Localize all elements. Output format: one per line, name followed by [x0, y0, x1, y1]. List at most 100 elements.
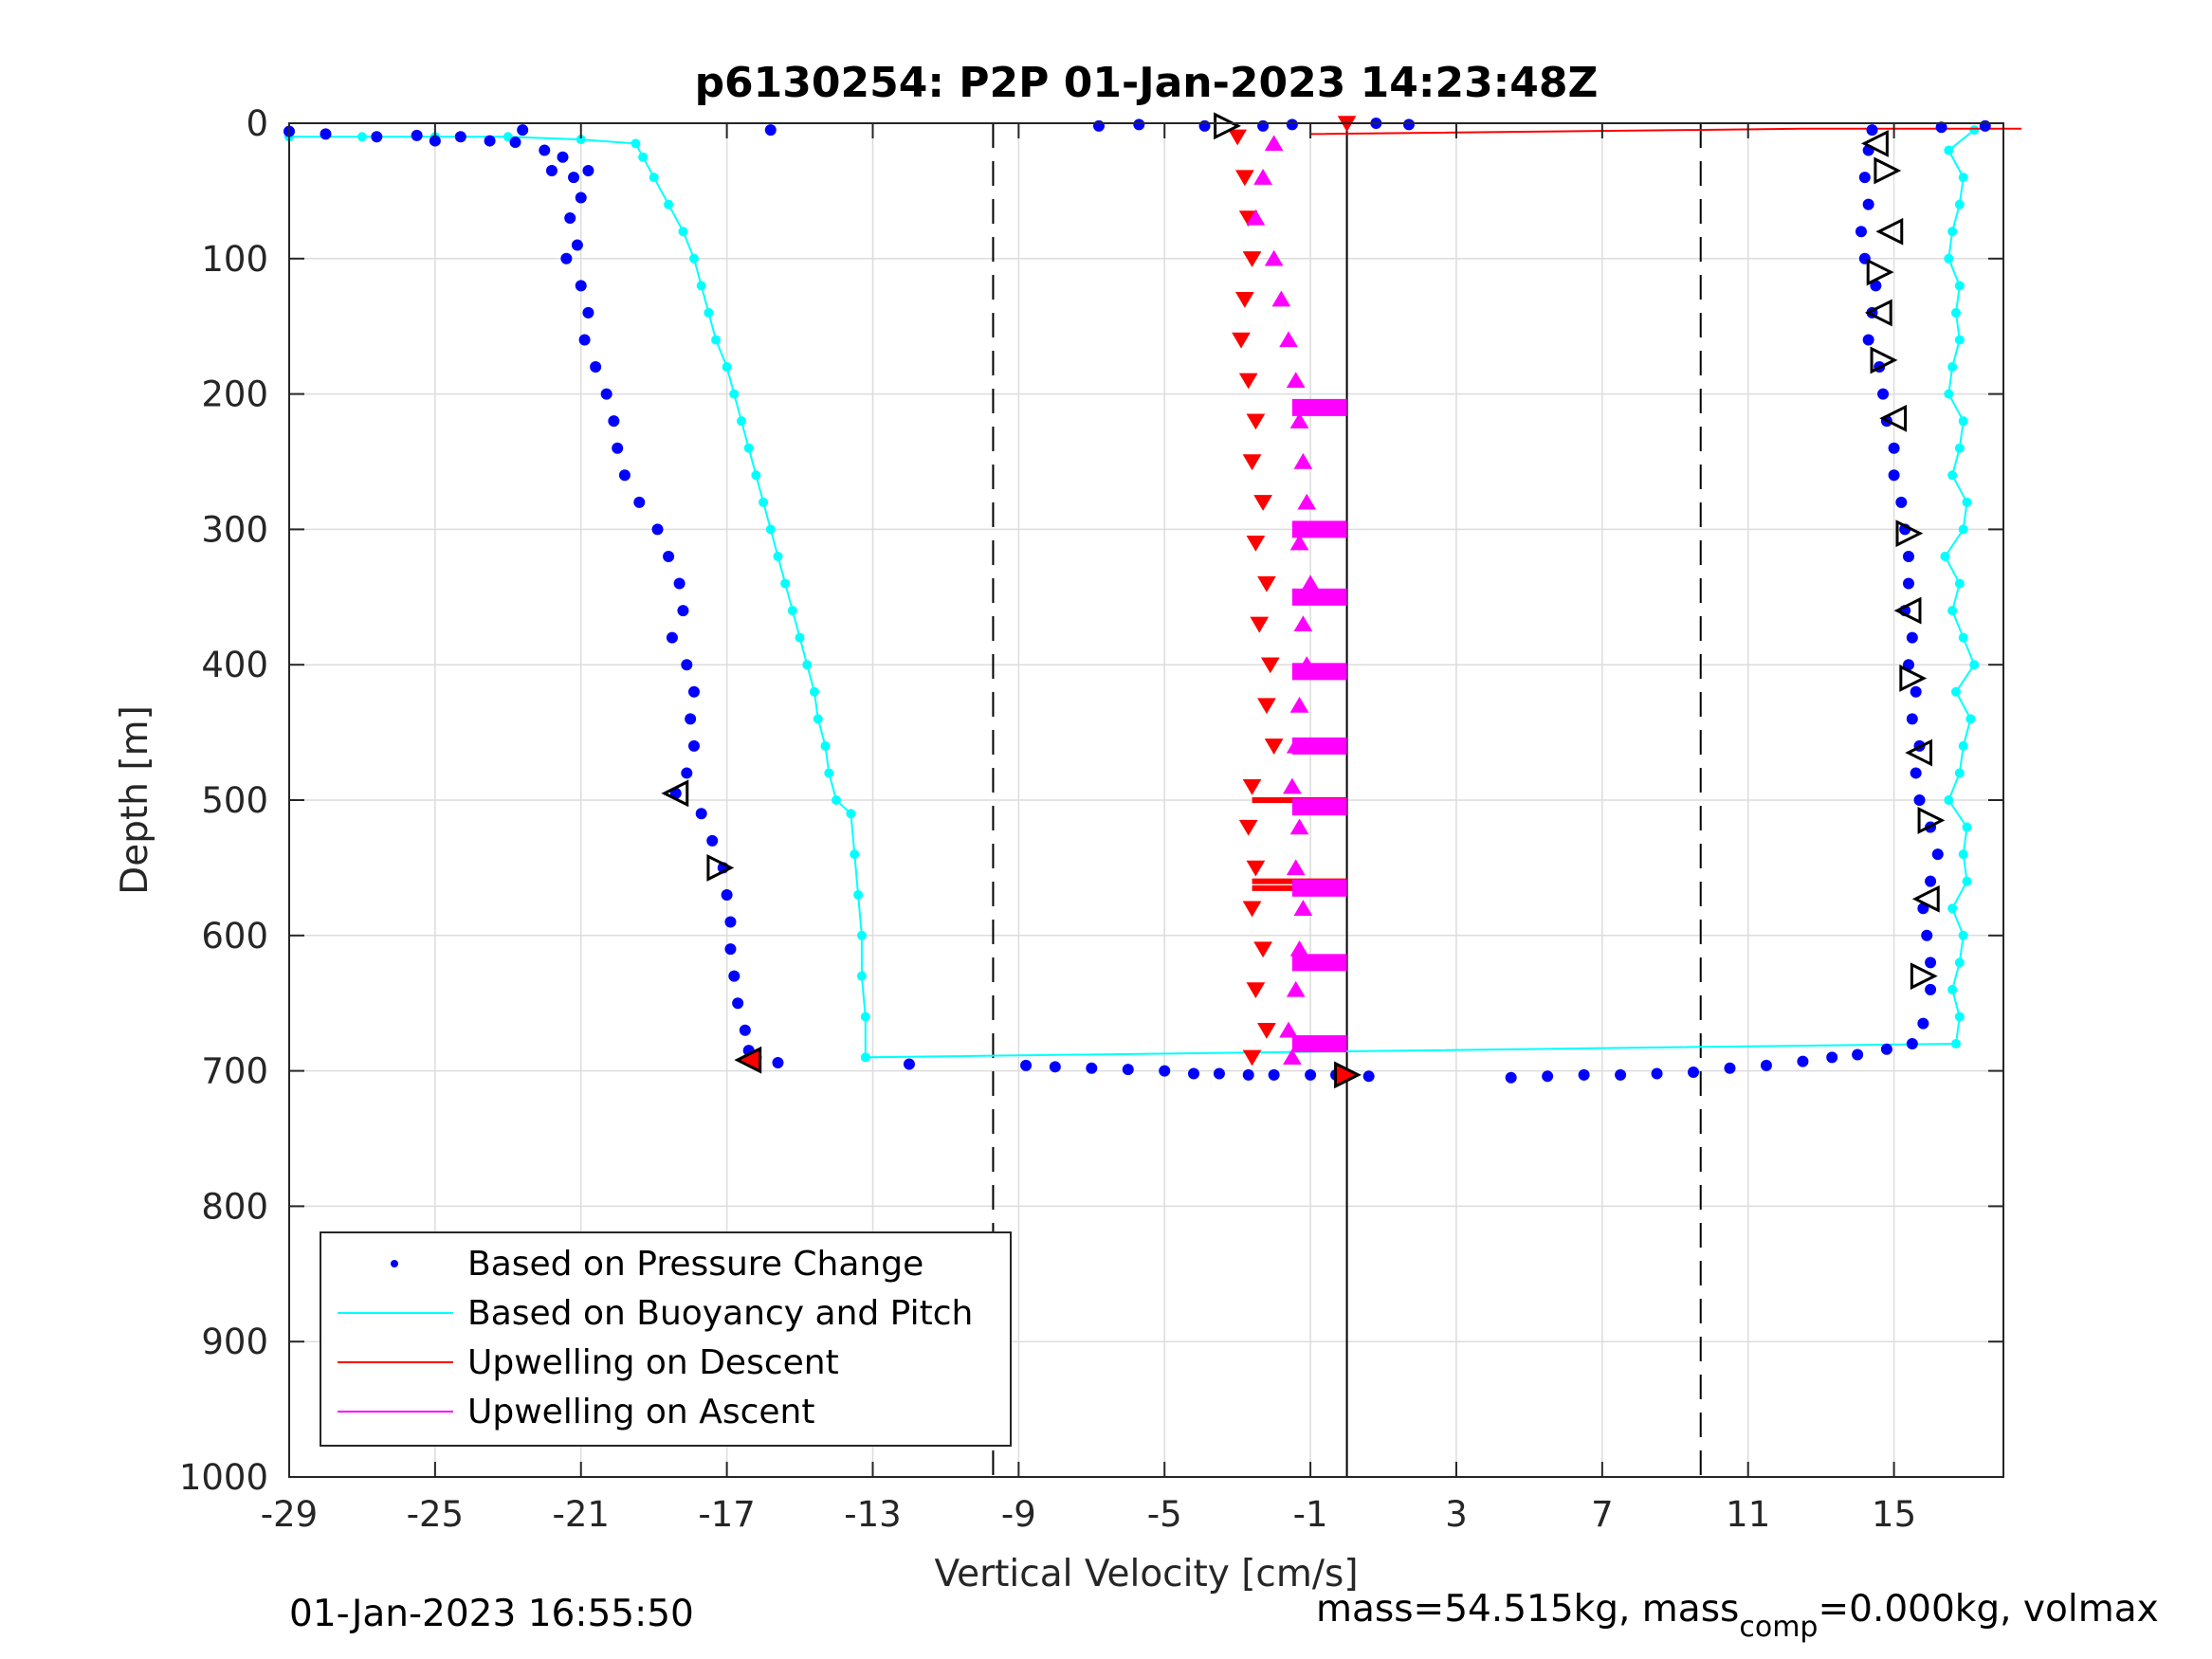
pressure-change-point	[721, 888, 733, 901]
pressure-change-point	[1913, 794, 1926, 806]
buoyancy-pitch-point	[850, 849, 860, 860]
y-tick-label: 400	[201, 645, 268, 685]
pressure-change-point	[320, 128, 332, 140]
x-tick-label: -13	[844, 1494, 901, 1535]
pressure-change-point	[1286, 118, 1298, 131]
pressure-change-point	[1122, 1064, 1134, 1076]
pressure-change-point	[1902, 550, 1914, 562]
pressure-change-point	[732, 997, 744, 1010]
buoyancy-pitch-point	[696, 281, 706, 291]
pressure-change-point	[1268, 1068, 1280, 1081]
pressure-change-point	[560, 252, 573, 264]
buoyancy-pitch-point	[759, 497, 769, 507]
pressure-change-point	[724, 943, 737, 956]
upwelling-ascent-marker	[1293, 900, 1313, 916]
pressure-change-point	[1086, 1062, 1098, 1074]
pressure-change-point	[1906, 1038, 1918, 1050]
pressure-change-point	[728, 970, 740, 982]
buoyancy-pitch-point	[1947, 362, 1958, 373]
pressure-change-point	[571, 239, 583, 251]
legend-label: Upwelling on Descent	[467, 1343, 839, 1382]
x-tick-label: -25	[407, 1494, 464, 1535]
buoyancy-pitch-point	[737, 416, 747, 427]
event-marker	[1917, 806, 1946, 834]
pressure-change-point	[1910, 685, 1922, 698]
event-marker	[1214, 112, 1241, 140]
pressure-change-point	[739, 1024, 751, 1036]
pressure-change-point	[568, 172, 580, 184]
pressure-change-point	[1877, 388, 1890, 400]
event-marker	[1905, 738, 1933, 767]
upwelling-descent-marker	[1242, 1049, 1262, 1066]
y-tick-label: 900	[201, 1322, 268, 1362]
buoyancy-pitch-point	[1947, 606, 1958, 616]
event-marker	[1910, 962, 1938, 991]
pressure-change-point	[1925, 875, 1937, 887]
upwelling-ascent-band	[1291, 1035, 1347, 1053]
buoyancy-pitch-point	[1958, 849, 1968, 860]
event-marker	[1874, 156, 1902, 185]
pressure-change-point	[1866, 124, 1878, 137]
pressure-change-point	[724, 916, 737, 928]
upwelling-descent-marker	[1253, 941, 1272, 958]
upwelling-descent-marker	[1234, 291, 1254, 308]
pressure-change-point	[651, 523, 664, 536]
upwelling-ascent-band	[1291, 398, 1347, 416]
legend-swatch-dot	[391, 1260, 398, 1267]
y-tick-label: 200	[201, 374, 268, 415]
event-marker	[1334, 1061, 1362, 1089]
chart-title: p6130254: P2P 01-Jan-2023 14:23:48Z	[695, 59, 1599, 107]
pressure-change-point	[509, 136, 521, 148]
pressure-change-point	[1888, 469, 1900, 482]
buoyancy-pitch-point	[820, 740, 831, 751]
buoyancy-pitch-point	[824, 768, 834, 778]
pressure-change-point	[1242, 1068, 1254, 1081]
buoyancy-pitch-point	[638, 152, 649, 162]
upwelling-descent-marker	[1246, 535, 1266, 552]
upwelling-ascent-marker	[1286, 372, 1306, 389]
buoyancy-pitch-point	[860, 1052, 870, 1063]
buoyancy-pitch-point	[1954, 443, 1965, 453]
upwelling-ascent-marker	[1264, 249, 1284, 266]
footer-mass-prefix: mass=54.515kg, mass	[1316, 1588, 1739, 1631]
upwelling-descent-marker	[1253, 495, 1272, 511]
upwelling-descent-marker	[1242, 454, 1262, 471]
y-tick-label: 800	[201, 1186, 268, 1227]
series-layer	[283, 112, 2022, 1089]
x-axis-label: Vertical Velocity [cm/s]	[934, 1553, 1358, 1595]
x-tick-label: -1	[1293, 1494, 1328, 1535]
pressure-change-point	[582, 164, 594, 176]
pressure-change-point	[1505, 1071, 1517, 1084]
footer-mass-info: mass=54.515kg, masscomp=0.000kg, volmax	[1316, 1588, 2159, 1644]
pressure-change-point	[1724, 1062, 1736, 1074]
buoyancy-pitch-point	[356, 132, 367, 142]
upwelling-ascent-marker	[1253, 169, 1272, 185]
buoyancy-pitch-point	[1958, 740, 1968, 751]
pressure-change-point	[1979, 119, 1991, 132]
pressure-change-point	[1362, 1070, 1375, 1083]
x-tick-label: -5	[1147, 1494, 1182, 1535]
pressure-change-point	[1092, 119, 1105, 132]
upwelling-ascent-marker	[1271, 290, 1291, 307]
buoyancy-pitch-point	[576, 135, 586, 145]
footer-mass-subscript: comp	[1739, 1611, 1818, 1644]
buoyancy-pitch-point	[503, 132, 513, 142]
upwelling-descent-marker	[1250, 616, 1270, 633]
buoyancy-pitch-point	[1947, 903, 1958, 914]
buoyancy-pitch-point	[743, 443, 754, 453]
event-marker	[1879, 404, 1908, 432]
upwelling-ascent-marker	[1286, 737, 1306, 754]
upwelling-descent-marker	[1238, 373, 1258, 390]
pressure-change-point	[1402, 118, 1415, 131]
legend-box	[320, 1231, 1012, 1447]
buoyancy-pitch-point	[1969, 660, 1980, 670]
pressure-change-point	[1917, 1017, 1929, 1030]
buoyancy-pitch-point	[860, 1012, 870, 1022]
buoyancy-pitch-point	[856, 930, 867, 940]
pressure-change-point	[429, 135, 441, 147]
pressure-change-point	[539, 144, 551, 156]
pressure-change-point	[1188, 1067, 1200, 1080]
x-tick-label: -9	[1001, 1494, 1036, 1535]
pressure-change-point	[1542, 1070, 1554, 1083]
